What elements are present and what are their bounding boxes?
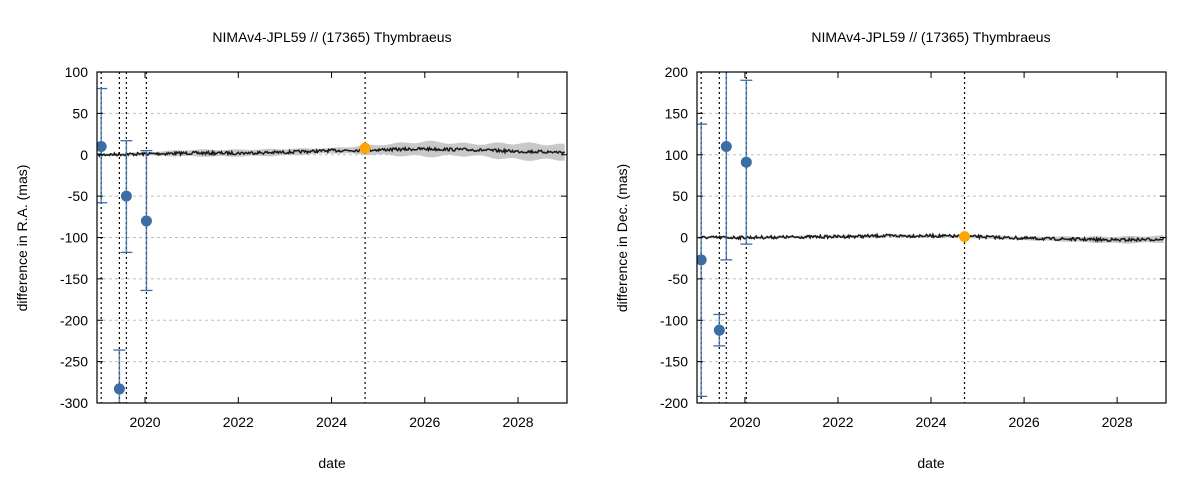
y-tick-label: -50 — [68, 188, 88, 204]
observation-point — [697, 254, 707, 266]
y-tick-label: -50 — [668, 271, 688, 287]
x-tick-label: 2024 — [316, 414, 347, 430]
plot-area — [697, 72, 1166, 403]
y-axis-label: difference in R.A. (mas) — [14, 165, 30, 312]
observation-point — [740, 156, 752, 168]
y-tick-label: 0 — [680, 230, 688, 246]
y-tick-label: 100 — [665, 147, 689, 163]
y-tick-label: 100 — [65, 64, 89, 80]
x-tick-label: 2026 — [409, 414, 440, 430]
x-axis-label: date — [318, 455, 345, 471]
y-tick-label: -200 — [660, 395, 688, 411]
y-tick-label: 50 — [72, 105, 88, 121]
observation-point — [120, 190, 132, 202]
y-tick-label: -250 — [60, 354, 88, 370]
observation-point — [720, 140, 732, 152]
plot-area — [97, 72, 567, 403]
y-tick-label: -100 — [60, 230, 88, 246]
x-tick-label: 2020 — [129, 414, 160, 430]
y-tick-label: -150 — [660, 354, 688, 370]
x-tick-label: 2022 — [822, 414, 853, 430]
x-tick-label: 2024 — [915, 414, 946, 430]
y-tick-label: 200 — [665, 64, 689, 80]
x-tick-label: 2026 — [1009, 414, 1040, 430]
x-tick-label: 2028 — [502, 414, 533, 430]
y-tick-label: 150 — [665, 105, 689, 121]
y-tick-label: 50 — [672, 188, 688, 204]
y-axis-label: difference in Dec. (mas) — [614, 164, 630, 312]
model-uncertainty-band — [98, 140, 565, 161]
observation-point — [113, 383, 125, 395]
observation-point — [713, 324, 725, 336]
x-tick-label: 2020 — [729, 414, 760, 430]
highlight-point — [959, 231, 971, 243]
highlight-point — [359, 142, 371, 154]
x-axis-label: date — [917, 455, 944, 471]
x-tick-label: 2022 — [223, 414, 254, 430]
y-tick-label: -100 — [660, 312, 688, 328]
plot-frame — [696, 71, 1167, 404]
model-curve — [97, 145, 566, 158]
chart-title: NIMAv4-JPL59 // (17365) Thymbraeus — [212, 29, 451, 45]
y-tick-label: -150 — [60, 271, 88, 287]
y-tick-label: -300 — [60, 395, 88, 411]
observation-point — [140, 215, 152, 227]
observation-point — [97, 140, 107, 152]
model-curve — [698, 231, 1165, 243]
chart-title: NIMAv4-JPL59 // (17365) Thymbraeus — [811, 29, 1050, 45]
y-tick-label: 0 — [80, 147, 88, 163]
chart-right: NIMAv4-JPL59 // (17365) Thymbraeus date … — [614, 29, 1167, 471]
plot-frame — [96, 71, 568, 404]
y-tick-label: -200 — [60, 312, 88, 328]
chart-left: NIMAv4-JPL59 // (17365) Thymbraeus date … — [14, 29, 568, 471]
x-tick-label: 2028 — [1102, 414, 1133, 430]
